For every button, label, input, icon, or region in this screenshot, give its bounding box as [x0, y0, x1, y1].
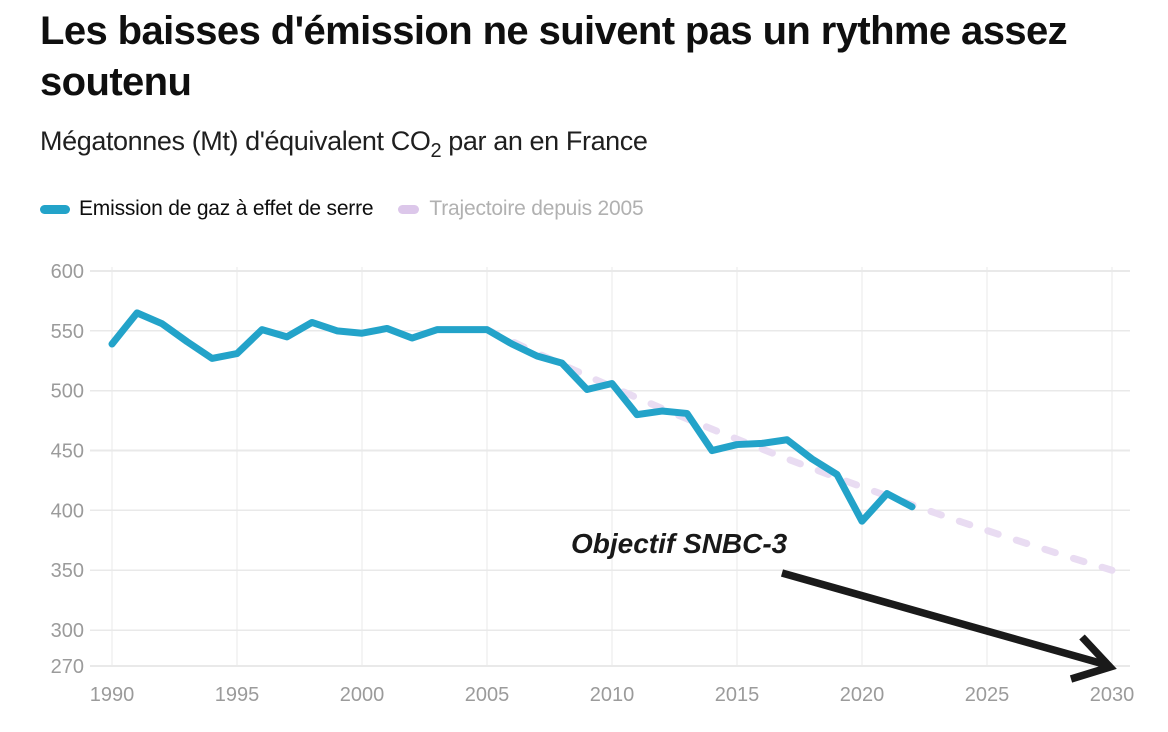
x-axis-label: 2005 — [465, 684, 510, 706]
subtitle-subscript: 2 — [430, 140, 442, 162]
y-axis-label: 450 — [51, 441, 84, 463]
y-axis-label: 500 — [51, 381, 84, 403]
title-line-1: Les baisses d'émission ne suivent pas un… — [40, 9, 1068, 53]
title-line-2: soutenu — [40, 60, 192, 104]
snbc3-annotation-label: Objectif SNBC-3 — [571, 528, 788, 559]
y-axis-label: 300 — [51, 620, 84, 642]
x-axis-label: 2010 — [590, 684, 635, 706]
subtitle-text: Mégatonnes (Mt) d'équivalent CO — [40, 126, 431, 156]
y-axis-label: 600 — [51, 261, 84, 283]
subtitle-suffix: par an en France — [441, 126, 648, 156]
x-axis-label: 2000 — [340, 684, 385, 706]
y-axis-label: 270 — [51, 656, 84, 678]
trajectory-legend-label: Trajectoire depuis 2005 — [429, 197, 644, 220]
trajectory-legend-swatch — [398, 204, 420, 214]
snbc-arrow-shaft — [780, 569, 1109, 669]
snbc-arrow-head — [1069, 634, 1117, 683]
emission-legend-label: Emission de gaz à effet de serre — [79, 197, 374, 220]
x-axis-label: 1990 — [90, 684, 135, 706]
y-axis-label: 400 — [51, 500, 84, 522]
legend: Emission de gaz à effet de serre Traject… — [40, 197, 644, 221]
chart-subtitle: Mégatonnes (Mt) d'équivalent CO2 par an … — [40, 126, 648, 162]
x-axis-label: 2015 — [715, 684, 760, 706]
y-axis-label: 350 — [51, 560, 84, 582]
page-title: Les baisses d'émission ne suivent pas un… — [40, 6, 1155, 108]
x-axis-label: 1995 — [215, 684, 260, 706]
x-axis-label: 2025 — [965, 684, 1010, 706]
emission-line — [108, 309, 916, 525]
x-axis-label: 2020 — [840, 684, 885, 706]
emission-legend-swatch — [40, 204, 70, 214]
x-axis-label: 2030 — [1090, 684, 1135, 706]
y-axis-label: 550 — [51, 321, 84, 343]
trajectory-line — [483, 326, 1116, 574]
